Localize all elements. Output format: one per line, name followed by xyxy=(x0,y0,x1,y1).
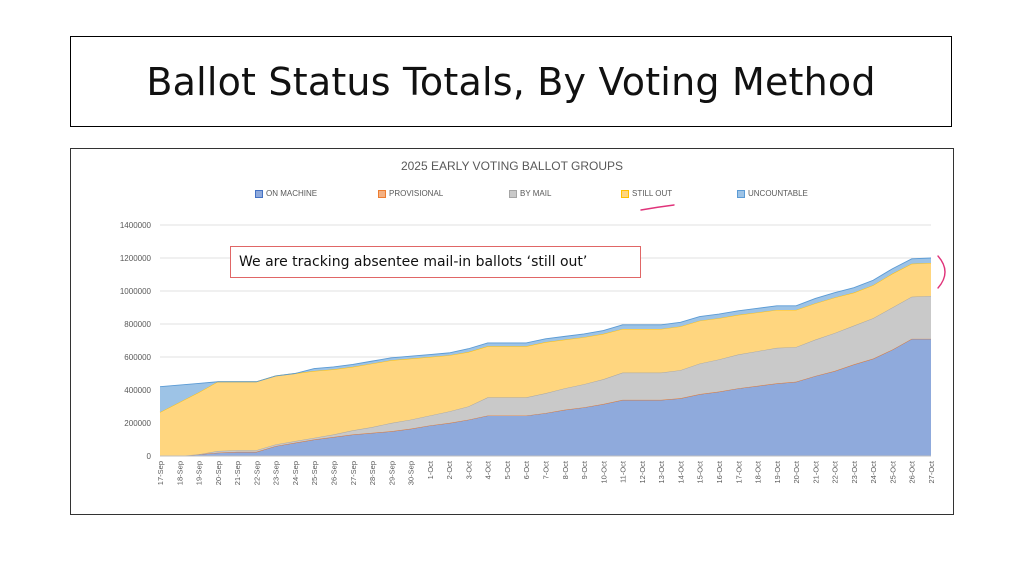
x-tick-label: 21-Sep xyxy=(233,461,242,485)
y-tick-label: 0 xyxy=(147,452,152,461)
y-tick-label: 400000 xyxy=(124,386,151,395)
x-tick-label: 18-Sep xyxy=(175,461,184,485)
x-tick-label: 24-Oct xyxy=(869,460,878,483)
y-tick-label: 1200000 xyxy=(120,254,152,263)
x-tick-label: 10-Oct xyxy=(599,460,608,483)
slide-title-box: Ballot Status Totals, By Voting Method xyxy=(70,36,952,127)
x-tick-label: 25-Oct xyxy=(888,460,897,483)
slide-title: Ballot Status Totals, By Voting Method xyxy=(146,59,876,104)
x-tick-label: 25-Sep xyxy=(310,461,319,485)
x-tick-label: 24-Sep xyxy=(291,461,300,485)
x-tick-label: 16-Oct xyxy=(715,460,724,483)
legend-item-still-out: STILL OUT xyxy=(621,189,672,198)
x-tick-label: 18-Oct xyxy=(754,460,763,483)
x-tick-label: 29-Sep xyxy=(387,461,396,485)
legend-label: ON MACHINE xyxy=(266,189,318,198)
x-tick-label: 26-Sep xyxy=(329,461,338,485)
legend-label: BY MAIL xyxy=(520,189,552,198)
x-tick-label: 15-Oct xyxy=(696,460,705,483)
y-tick-label: 1000000 xyxy=(120,287,152,296)
x-tick-label: 11-Oct xyxy=(619,460,628,483)
callout-text: We are tracking absentee mail-in ballots… xyxy=(239,254,588,270)
x-tick-label: 8-Oct xyxy=(561,460,570,479)
x-tick-label: 4-Oct xyxy=(484,460,493,479)
x-tick-label: 27-Oct xyxy=(927,460,936,483)
x-tick-label: 20-Sep xyxy=(214,461,223,485)
y-tick-label: 200000 xyxy=(124,419,151,428)
legend-item-provisional: PROVISIONAL xyxy=(378,189,443,198)
x-tick-label: 14-Oct xyxy=(676,460,685,483)
x-tick-label: 7-Oct xyxy=(542,460,551,479)
legend-label: STILL OUT xyxy=(632,189,673,198)
legend-swatch xyxy=(255,189,263,198)
x-tick-label: 17-Sep xyxy=(156,461,165,485)
x-tick-label: 3-Oct xyxy=(464,460,473,479)
legend-label: PROVISIONAL xyxy=(389,189,444,198)
legend-item-uncountable: UNCOUNTABLE xyxy=(737,189,808,198)
x-tick-label: 23-Sep xyxy=(272,461,281,485)
legend-item-on-machine: ON MACHINE xyxy=(255,189,317,198)
chart-container: 2025 EARLY VOTING BALLOT GROUPS ON MACHI… xyxy=(70,148,954,515)
chart-legend: ON MACHINE PROVISIONAL BY MAIL STILL OUT UNC… xyxy=(71,189,953,203)
y-tick-label: 1400000 xyxy=(120,221,152,230)
area-chart-plot: 0 200000 400000 600000 800000 1000000 1200000 1… xyxy=(120,221,936,485)
x-tick-label: 6-Oct xyxy=(522,460,531,479)
x-tick-label: 5-Oct xyxy=(503,460,512,479)
x-tick-label: 19-Oct xyxy=(773,460,782,483)
x-tick-label: 27-Sep xyxy=(349,461,358,485)
x-tick-label: 30-Sep xyxy=(407,461,416,485)
area-series-still-out xyxy=(160,262,931,456)
y-tick-label: 800000 xyxy=(124,320,151,329)
x-tick-label: 13-Oct xyxy=(657,460,666,483)
x-tick-label: 17-Oct xyxy=(734,460,743,483)
x-tick-label: 23-Oct xyxy=(850,460,859,483)
legend-swatch xyxy=(621,189,629,198)
callout-box: We are tracking absentee mail-in ballots… xyxy=(230,246,641,278)
legend-swatch xyxy=(378,189,386,198)
x-tick-label: 21-Oct xyxy=(811,460,820,483)
x-tick-label: 1-Oct xyxy=(426,460,435,479)
series-line-uncountable xyxy=(159,257,932,388)
legend-swatch xyxy=(509,189,517,198)
area-series-on-machine xyxy=(160,338,931,456)
x-tick-label: 20-Oct xyxy=(792,460,801,483)
legend-item-by-mail: BY MAIL xyxy=(509,189,551,198)
x-tick-label: 9-Oct xyxy=(580,460,589,479)
legend-label: UNCOUNTABLE xyxy=(748,189,808,198)
x-tick-label: 12-Oct xyxy=(638,460,647,483)
x-tick-label: 2-Oct xyxy=(445,460,454,479)
area-series-by-mail xyxy=(160,295,931,456)
x-tick-label: 19-Sep xyxy=(195,461,204,485)
x-tick-label: 26-Oct xyxy=(908,460,917,483)
x-tick-label: 22-Oct xyxy=(831,460,840,483)
x-tick-label: 22-Sep xyxy=(252,461,261,485)
x-tick-label: 28-Sep xyxy=(368,461,377,485)
legend-swatch xyxy=(737,189,745,198)
chart-title: 2025 EARLY VOTING BALLOT GROUPS xyxy=(400,159,624,173)
y-tick-label: 600000 xyxy=(124,353,151,362)
